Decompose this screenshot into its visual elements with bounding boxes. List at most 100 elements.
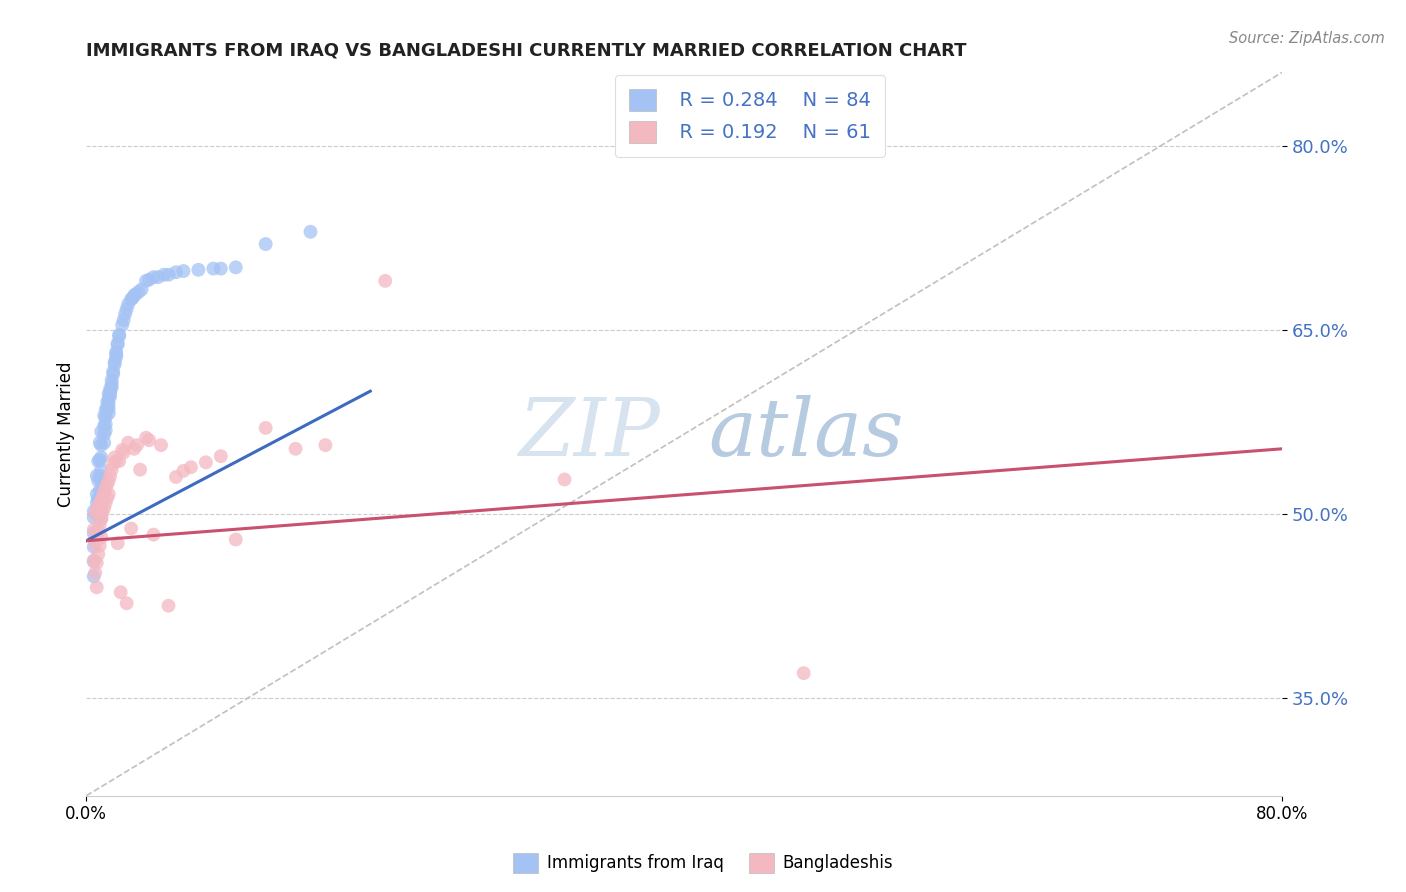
Point (135, 274, 157, 288)
Point (254, 237, 277, 252)
Point (103, 457, 125, 471)
Point (108, 454, 131, 468)
Point (94, 417, 117, 432)
Point (84, 536, 107, 550)
Point (100, 373, 122, 387)
Point (225, 533, 247, 547)
Point (128, 285, 150, 299)
Point (114, 307, 136, 321)
Point (153, 268, 176, 282)
Point (104, 355, 127, 369)
Point (107, 536, 129, 550)
Point (284, 442, 307, 456)
Point (108, 329, 131, 343)
Point (90, 511, 112, 525)
Point (254, 421, 277, 435)
Legend:   R = 0.284    N = 84,   R = 0.192    N = 61: R = 0.284 N = 84, R = 0.192 N = 61 (614, 75, 884, 157)
Point (100, 463, 122, 477)
Point (91, 490, 114, 504)
Legend: Immigrants from Iraq, Bangladeshis: Immigrants from Iraq, Bangladeshis (506, 847, 900, 880)
Point (120, 521, 142, 535)
Point (83, 504, 105, 518)
Point (87, 547, 110, 561)
Point (86, 487, 108, 501)
Text: IMMIGRANTS FROM IRAQ VS BANGLADESHI CURRENTLY MARRIED CORRELATION CHART: IMMIGRANTS FROM IRAQ VS BANGLADESHI CURR… (86, 42, 967, 60)
Text: atlas: atlas (709, 395, 904, 473)
Point (87, 474, 110, 488)
Point (83, 526, 105, 541)
Point (112, 313, 135, 327)
Point (89, 539, 111, 553)
Point (83, 553, 105, 567)
Point (93, 484, 115, 499)
Point (122, 442, 145, 456)
Point (90, 438, 112, 452)
Point (89, 497, 111, 511)
Point (90, 425, 112, 439)
Point (111, 443, 134, 458)
Point (142, 270, 165, 285)
Point (97, 392, 120, 406)
Point (83, 569, 105, 583)
Point (94, 496, 117, 510)
Point (84, 566, 107, 580)
Point (96, 477, 118, 491)
Point (150, 438, 173, 452)
Point (89, 468, 111, 483)
Text: Source: ZipAtlas.com: Source: ZipAtlas.com (1229, 31, 1385, 46)
Point (83, 555, 105, 569)
Point (105, 454, 128, 468)
Point (86, 496, 108, 510)
Point (129, 463, 152, 477)
Point (202, 261, 225, 276)
Point (86, 556, 108, 570)
Point (131, 282, 153, 296)
Point (187, 262, 209, 277)
Point (374, 274, 396, 288)
Point (90, 503, 112, 517)
Point (135, 431, 157, 445)
Point (87, 491, 110, 506)
Point (172, 264, 194, 278)
Point (98, 385, 121, 400)
Point (194, 455, 217, 469)
Point (96, 395, 118, 409)
Point (157, 599, 180, 613)
Point (103, 365, 125, 379)
Point (146, 270, 169, 285)
Point (104, 357, 127, 371)
Point (107, 337, 129, 351)
Point (225, 260, 247, 275)
Point (117, 297, 139, 311)
Point (117, 435, 139, 450)
Point (98, 468, 121, 483)
Point (105, 345, 128, 359)
Point (90, 530, 112, 544)
Point (83, 540, 105, 554)
Point (172, 464, 194, 478)
Point (124, 287, 146, 301)
Point (87, 500, 110, 515)
Point (86, 503, 108, 517)
Point (94, 402, 117, 417)
Point (93, 427, 115, 442)
Point (108, 327, 131, 342)
Point (91, 506, 114, 520)
Point (86, 530, 108, 544)
Point (84, 507, 107, 521)
Point (554, 473, 576, 487)
Point (90, 450, 112, 465)
Point (87, 454, 110, 468)
Point (115, 301, 138, 316)
Point (97, 401, 120, 416)
Point (105, 347, 128, 361)
Point (97, 474, 120, 488)
Point (121, 291, 143, 305)
Point (180, 460, 202, 475)
Point (93, 418, 115, 433)
Point (122, 288, 145, 302)
Point (90, 463, 112, 477)
Point (97, 396, 120, 410)
Point (209, 261, 232, 276)
Point (120, 292, 142, 306)
